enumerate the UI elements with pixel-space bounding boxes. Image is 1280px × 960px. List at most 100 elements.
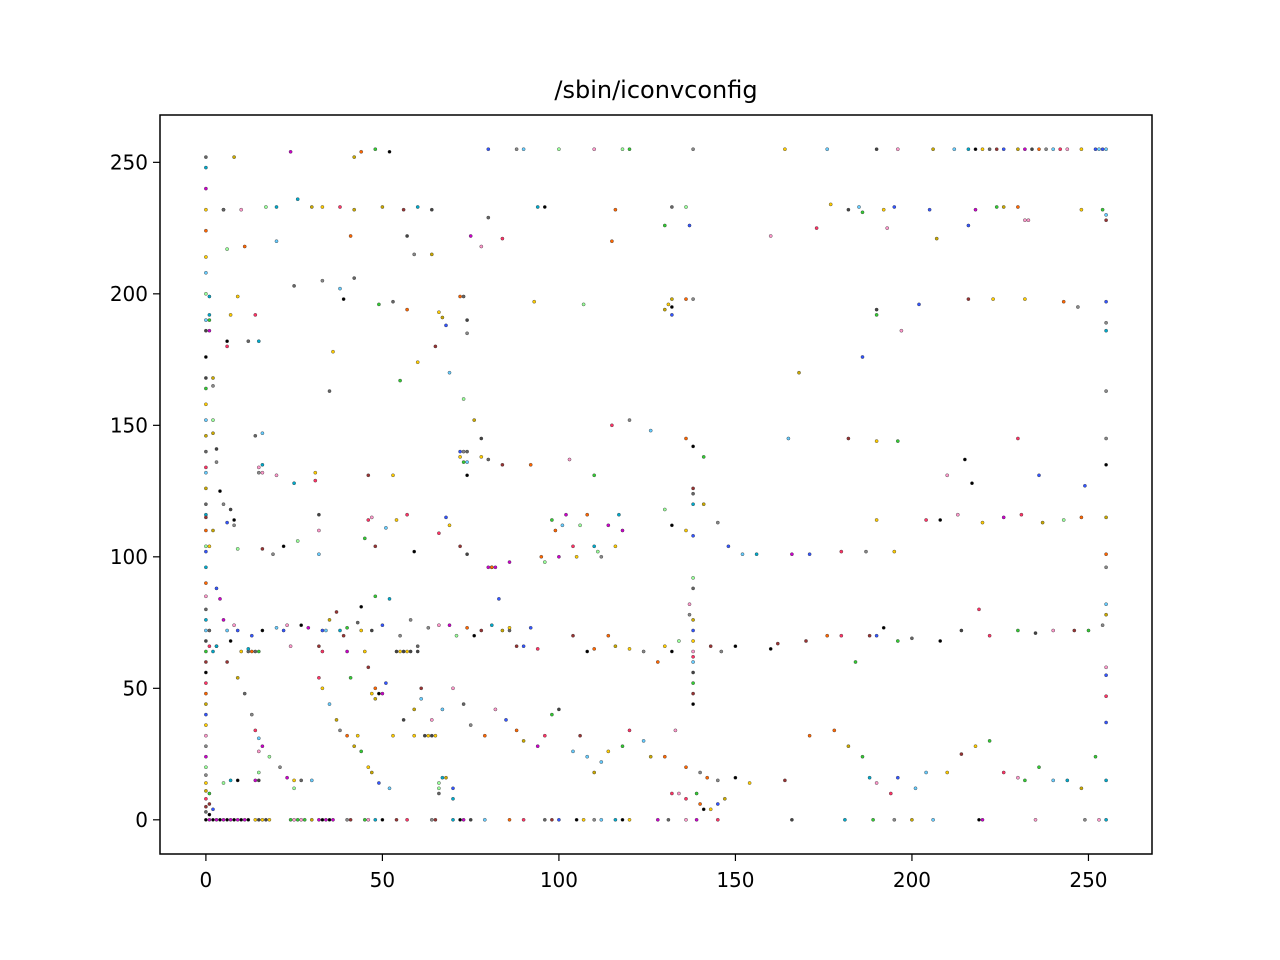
scatter-point — [221, 502, 226, 507]
scatter-point — [790, 818, 794, 822]
scatter-point — [987, 633, 992, 638]
scatter-point — [507, 626, 512, 630]
scatter-point — [207, 644, 212, 649]
scatter-point — [574, 555, 579, 559]
scatter-point — [1104, 778, 1108, 783]
scatter-point — [225, 660, 229, 664]
scatter-point — [341, 297, 346, 301]
scatter-point — [592, 473, 597, 478]
scatter-point — [204, 502, 208, 507]
scatter-point — [204, 797, 208, 801]
scatter-point — [1083, 818, 1087, 822]
scatter-point — [592, 544, 597, 549]
scatter-point — [581, 302, 586, 307]
scatter-point — [592, 647, 597, 651]
scatter-point — [486, 457, 491, 462]
scatter-point — [249, 633, 254, 638]
scatter-point — [204, 639, 208, 643]
scatter-point — [292, 481, 296, 486]
scatter-point — [691, 297, 695, 301]
scatter-point — [204, 228, 208, 233]
scatter-point — [581, 818, 586, 822]
scatter-point — [691, 147, 695, 151]
scatter-point — [204, 681, 208, 685]
y-tick-label: 250 — [110, 150, 148, 174]
scatter-point — [691, 639, 695, 643]
scatter-point — [214, 644, 219, 649]
scatter-point — [684, 765, 688, 770]
scatter-point — [797, 370, 801, 375]
scatter-point — [987, 739, 992, 743]
scatter-point — [401, 207, 406, 212]
scatter-point — [204, 155, 208, 159]
scatter-point — [708, 807, 713, 812]
scatter-point — [345, 649, 349, 654]
scatter-point — [973, 207, 978, 212]
scatter-point — [927, 207, 932, 212]
scatter-point — [204, 781, 208, 785]
scatter-point — [207, 802, 212, 806]
scatter-point — [606, 633, 611, 638]
scatter-point — [398, 378, 402, 383]
scatter-point — [309, 818, 314, 822]
scatter-point — [359, 149, 364, 154]
scatter-point — [211, 528, 215, 533]
scatter-point — [1086, 628, 1091, 633]
scatter-point — [204, 433, 208, 438]
scatter-point — [440, 707, 445, 712]
scatter-point — [246, 339, 251, 344]
scatter-point — [839, 549, 844, 554]
scatter-point — [733, 775, 738, 780]
scatter-point — [892, 818, 897, 822]
scatter-point — [1016, 205, 1020, 209]
scatter-point — [204, 515, 208, 520]
scatter-point — [327, 389, 332, 393]
scatter-point — [599, 555, 604, 559]
scatter-point — [239, 818, 243, 822]
scatter-point — [317, 676, 321, 680]
scatter-point — [260, 818, 265, 822]
scatter-point — [489, 565, 494, 570]
scatter-point — [204, 712, 208, 717]
scatter-point — [539, 555, 544, 559]
scatter-point — [786, 436, 791, 441]
scatter-point — [295, 197, 300, 201]
scatter-point — [701, 807, 706, 812]
scatter-point — [359, 605, 364, 609]
scatter-point — [864, 549, 868, 554]
scatter-point — [299, 818, 304, 822]
scatter-point — [550, 518, 554, 522]
scatter-point — [1023, 147, 1027, 151]
scatter-point — [1104, 320, 1108, 325]
scatter-point — [1079, 147, 1084, 151]
scatter-point — [493, 565, 498, 570]
scatter-point — [892, 549, 897, 554]
scatter-point — [1104, 147, 1108, 151]
scatter-point — [447, 623, 452, 628]
scatter-point — [691, 491, 695, 496]
scatter-point — [225, 520, 229, 525]
scatter-point — [853, 660, 858, 664]
scatter-point — [627, 728, 632, 733]
scatter-point — [440, 315, 445, 320]
scatter-point — [320, 278, 325, 283]
scatter-point — [977, 818, 981, 822]
scatter-point — [373, 594, 378, 599]
scatter-point — [1058, 147, 1062, 151]
scatter-point — [832, 728, 837, 733]
scatter-point — [377, 302, 381, 307]
scatter-point — [239, 649, 243, 654]
scatter-point — [945, 770, 950, 775]
scatter-point — [691, 628, 695, 633]
scatter-point — [1001, 147, 1006, 151]
scatter-point — [1104, 389, 1108, 393]
scatter-point — [1023, 297, 1027, 301]
scatter-point — [334, 718, 339, 722]
scatter-point — [980, 147, 985, 151]
scatter-point — [687, 602, 692, 607]
scatter-point — [1104, 218, 1108, 222]
scatter-point — [684, 797, 688, 801]
scatter-point — [295, 818, 300, 822]
scatter-point — [716, 818, 720, 822]
scatter-point — [592, 147, 597, 151]
